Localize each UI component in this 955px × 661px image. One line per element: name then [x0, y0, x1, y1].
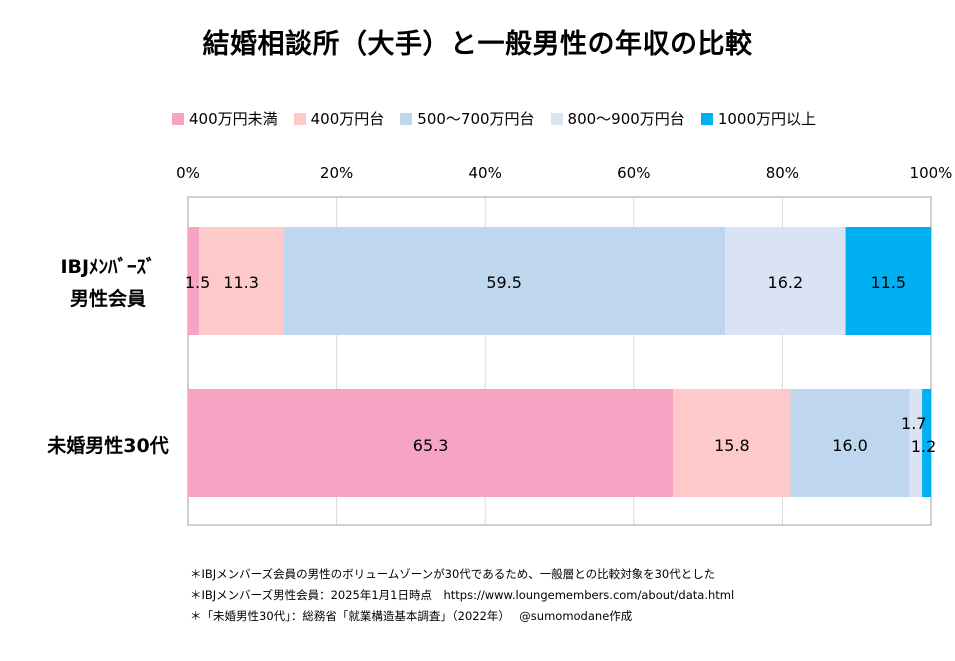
legend-item: 400万円台 [293, 108, 385, 129]
x-axis-ticks: 0% 20% 40% 60% 80% 100% [176, 164, 952, 182]
x-tick-label: 20% [320, 164, 353, 182]
footnote: ＊「未婚男性30代」：総務省「就業構造基本調査」（2022年） @sumomod… [190, 609, 633, 623]
legend-label: 800～900万円台 [567, 110, 685, 128]
category-label: IBJﾒﾝﾊﾞｰｽﾞ [60, 255, 155, 278]
value-label: 15.8 [714, 436, 750, 455]
value-labels: 1.5 11.3 59.5 16.2 11.5 65.3 15.8 16.0 1.7 1.2 [185, 273, 936, 456]
category-label: 男性会員 [70, 287, 146, 310]
bar-segment [790, 389, 910, 497]
bar-segment [909, 389, 923, 497]
legend-swatch [550, 112, 563, 125]
bar-segment [188, 389, 674, 497]
bar-segment [725, 227, 846, 335]
bar-segment [283, 227, 726, 335]
bar-segment [845, 227, 931, 335]
legend-item: 800～900万円台 [550, 108, 685, 129]
value-label: 1.5 [185, 273, 210, 292]
category-label: 未婚男性30代 [46, 434, 168, 457]
x-tick-label: 0% [176, 164, 200, 182]
legend-swatch [400, 112, 413, 125]
legend-swatch [293, 112, 306, 125]
legend-swatch [172, 112, 184, 125]
value-label: 59.5 [486, 273, 522, 292]
x-tick-label: 40% [469, 164, 502, 182]
legend-item: 500～700万円台 [400, 108, 535, 129]
x-tick-label: 80% [766, 164, 799, 182]
legend-label: 400万円台 [310, 110, 385, 128]
value-label: 11.3 [223, 273, 259, 292]
x-tick-label: 60% [617, 164, 650, 182]
footnote: ＊IBJメンバーズ男性会員：2025年1月1日時点 https://www.lo… [190, 588, 735, 602]
legend-swatch [700, 112, 713, 125]
value-label: 1.2 [911, 437, 936, 456]
x-tick-label: 100% [910, 164, 953, 182]
footnote: ＊IBJメンバーズ会員の男性のボリュームゾーンが30代であるため、一般層との比較… [190, 567, 716, 581]
footnotes: ＊IBJメンバーズ会員の男性のボリュームゾーンが30代であるため、一般層との比較… [190, 564, 734, 627]
legend-label: 400万円未満 [189, 110, 278, 128]
legend-item: 1000万円以上 [700, 108, 816, 129]
value-label: 65.3 [413, 436, 449, 455]
bar-segment [199, 227, 284, 335]
chart-legend: 400万円未満 400万円台 500～700万円台 800～900万円台 1000万円以… [172, 108, 816, 129]
plot-frame [187, 196, 932, 526]
bar-segment [188, 227, 200, 335]
legend-label: 500～700万円台 [417, 110, 535, 128]
value-label: 16.2 [768, 273, 804, 292]
legend-item: 400万円未満 [172, 108, 278, 129]
chart-title: 結婚相談所（大手）と一般男性の年収の比較 [202, 29, 753, 60]
value-label: 16.0 [832, 436, 868, 455]
bar-segments [188, 227, 931, 497]
value-label: 1.7 [901, 414, 926, 433]
bar-segment [922, 389, 931, 497]
value-label: 11.5 [870, 273, 906, 292]
bar-segment [673, 389, 791, 497]
legend-label: 1000万円以上 [717, 110, 816, 128]
